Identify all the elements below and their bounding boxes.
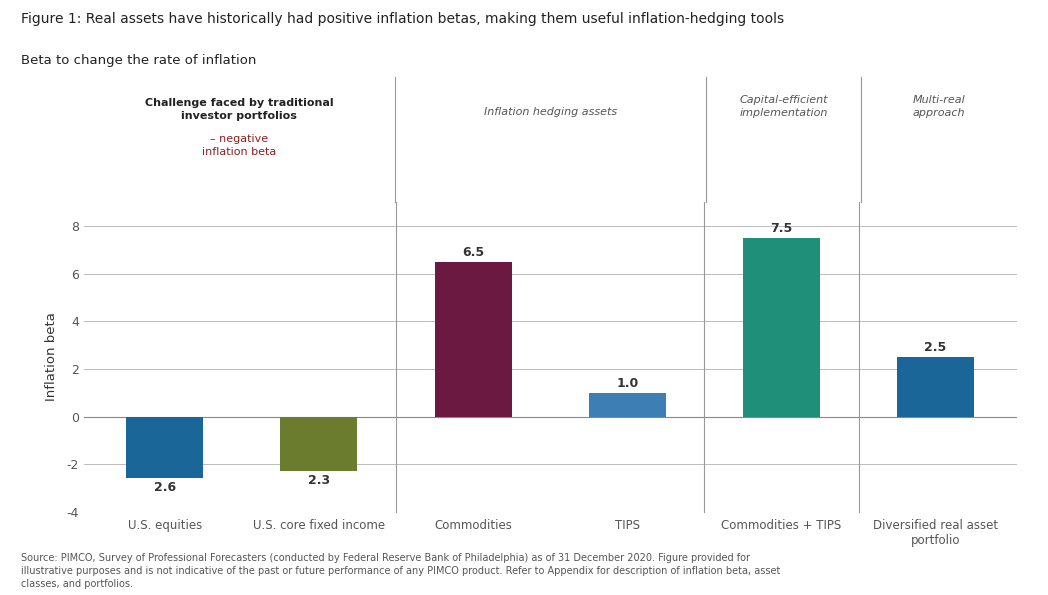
Text: 1.0: 1.0 [616,377,638,390]
Text: Multi-real
approach: Multi-real approach [913,95,965,118]
Text: 2.3: 2.3 [308,474,330,487]
Text: Figure 1: Real assets have historically had positive inflation betas, making the: Figure 1: Real assets have historically … [21,12,784,26]
Text: Inflation hedging assets: Inflation hedging assets [483,107,617,117]
Text: Capital-efficient
implementation: Capital-efficient implementation [739,95,828,118]
Bar [435,262,511,416]
Text: 7.5: 7.5 [770,222,792,235]
Text: Beta to change the rate of inflation: Beta to change the rate of inflation [21,54,257,67]
Bar [743,238,820,416]
Bar [897,357,975,416]
Text: Challenge faced by traditional
investor portfolios: Challenge faced by traditional investor … [145,98,333,121]
Text: 2.5: 2.5 [924,341,946,354]
Text: – negative
inflation beta: – negative inflation beta [202,134,277,157]
Bar [281,416,357,471]
Text: 2.6: 2.6 [154,481,176,494]
Bar [126,416,203,478]
Text: 6.5: 6.5 [462,246,484,259]
Text: Source: PIMCO, Survey of Professional Forecasters (conducted by Federal Reserve : Source: PIMCO, Survey of Professional Fo… [21,553,781,589]
Bar [589,393,665,416]
Y-axis label: Inflation beta: Inflation beta [45,312,59,402]
